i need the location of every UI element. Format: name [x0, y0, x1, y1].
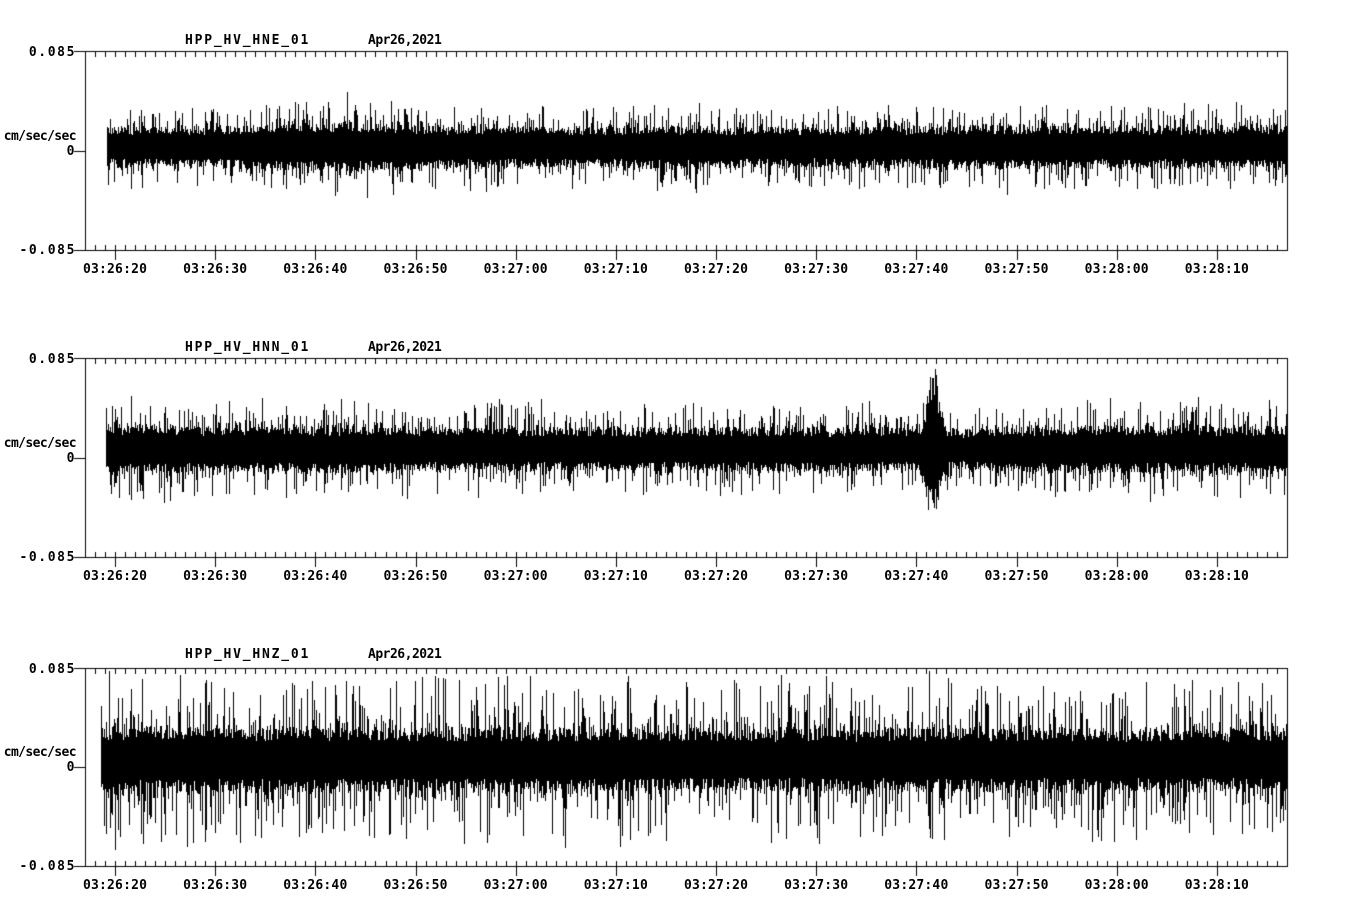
time-label: 03:27:10	[583, 878, 648, 893]
time-label: 03:27:40	[884, 878, 949, 893]
station-id-label: HPP_HV_HNZ_01	[185, 647, 311, 662]
panel-title: HPP_HV_HNE_01 Apr26,2021	[0, 33, 1358, 48]
time-label: 03:27:30	[784, 262, 849, 277]
time-label: 03:27:20	[683, 569, 749, 584]
y-axis-units-label: cm/sec/sec	[3, 745, 77, 760]
time-label: 03:27:30	[784, 878, 849, 893]
date-label: Apr26,2021	[368, 647, 442, 662]
panel-title: HPP_HV_HNN_01 Apr26,2021	[0, 340, 1358, 355]
panel-title: HPP_HV_HNZ_01 Apr26,2021	[0, 647, 1358, 662]
time-label: 03:26:20	[82, 262, 148, 277]
time-label: 03:26:30	[183, 569, 248, 584]
time-label: 03:27:00	[483, 569, 548, 584]
time-label: 03:28:10	[1184, 569, 1249, 584]
time-label: 03:27:50	[984, 878, 1049, 893]
time-label: 03:26:20	[82, 569, 148, 584]
y-axis-min-label: -0.085	[19, 859, 76, 874]
y-axis-min-label: -0.085	[19, 243, 76, 258]
y-axis-zero-label: 0	[66, 144, 76, 159]
date-label: Apr26,2021	[368, 33, 442, 48]
y-axis-zero-label: 0	[66, 451, 76, 466]
y-axis-max-label: 0.085	[28, 662, 76, 677]
time-label: 03:27:40	[884, 262, 949, 277]
date-label: Apr26,2021	[368, 340, 442, 355]
station-id-label: HPP_HV_HNE_01	[185, 33, 311, 48]
time-label: 03:27:30	[784, 569, 849, 584]
time-label: 03:27:00	[483, 262, 548, 277]
time-label: 03:26:40	[283, 878, 348, 893]
time-label: 03:28:10	[1184, 878, 1249, 893]
time-label: 03:28:00	[1084, 878, 1149, 893]
time-label: 03:26:50	[383, 878, 448, 893]
y-axis-units-label: cm/sec/sec	[3, 436, 77, 451]
time-label: 03:26:30	[183, 878, 248, 893]
station-id-label: HPP_HV_HNN_01	[185, 340, 311, 355]
time-label: 03:26:30	[183, 262, 248, 277]
time-label: 03:28:10	[1184, 262, 1249, 277]
time-label: 03:26:50	[383, 262, 448, 277]
time-label: 03:26:40	[283, 262, 348, 277]
y-axis-max-label: 0.085	[28, 352, 76, 367]
time-label: 03:28:00	[1084, 262, 1149, 277]
time-label: 03:27:20	[683, 878, 749, 893]
time-label: 03:27:40	[884, 569, 949, 584]
time-label: 03:27:50	[984, 262, 1049, 277]
time-label: 03:27:20	[683, 262, 749, 277]
y-axis-min-label: -0.085	[19, 550, 76, 565]
y-axis-units-label: cm/sec/sec	[3, 129, 77, 144]
time-label: 03:27:10	[583, 569, 648, 584]
time-label: 03:26:20	[82, 878, 148, 893]
y-axis-zero-label: 0	[66, 760, 76, 775]
time-label: 03:27:00	[483, 878, 548, 893]
time-label: 03:28:00	[1084, 569, 1149, 584]
y-axis-max-label: 0.085	[28, 45, 76, 60]
time-label: 03:27:10	[583, 262, 648, 277]
time-label: 03:26:50	[383, 569, 448, 584]
time-label: 03:27:50	[984, 569, 1049, 584]
time-label: 03:26:40	[283, 569, 348, 584]
